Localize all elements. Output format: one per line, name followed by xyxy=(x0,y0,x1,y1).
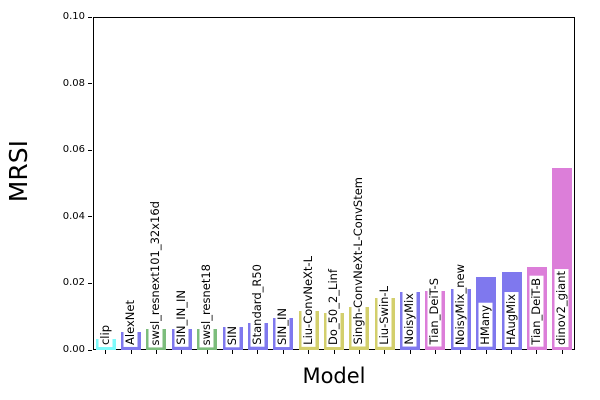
x-tick-mark xyxy=(358,350,360,354)
x-tick-mark xyxy=(257,350,259,354)
x-tick-mark xyxy=(282,350,284,354)
bar-label-Singh-ConvNeXt-L-ConvStem: Singh-ConvNeXt-L-ConvStem xyxy=(351,175,366,347)
y-tick-label: 0.04 xyxy=(62,210,85,222)
x-tick-mark xyxy=(460,350,462,354)
bar-label-Tian_DeiT-S: Tian_DeiT-S xyxy=(427,276,442,347)
y-tick-label: 0.02 xyxy=(62,277,85,289)
x-axis-title: Model xyxy=(302,364,366,388)
x-tick-mark xyxy=(333,350,335,354)
bar-label-swsl_resnext101_32x16d: swsl_resnext101_32x16d xyxy=(148,199,163,348)
bar-label-SIN_IN_IN: SIN_IN_IN xyxy=(173,288,189,347)
y-tick-label: 0.00 xyxy=(62,344,85,355)
bar-label-clip: clip xyxy=(97,323,113,348)
bar-label-AlexNet: AlexNet xyxy=(123,298,138,347)
bar-label-Do_50_2_Linf: Do_50_2_Linf xyxy=(326,267,341,348)
y-tick-label: 0.10 xyxy=(62,11,85,22)
x-tick-mark xyxy=(511,350,513,354)
x-tick-mark xyxy=(155,350,157,354)
x-tick-mark xyxy=(384,350,386,354)
y-tick-mark xyxy=(88,16,92,18)
x-tick-mark xyxy=(536,350,538,354)
x-tick-mark xyxy=(232,350,234,354)
y-axis-title: MRSI xyxy=(4,140,33,203)
x-tick-mark xyxy=(561,350,563,354)
y-tick-mark xyxy=(88,149,92,151)
x-tick-mark xyxy=(434,350,436,354)
bar-label-swsl_resnet18: swsl_resnet18 xyxy=(199,262,214,348)
y-tick-mark xyxy=(88,216,92,218)
x-tick-mark xyxy=(105,350,107,354)
x-tick-mark xyxy=(206,350,208,354)
bar-label-NoisyMix_new: NoisyMix_new xyxy=(452,262,468,348)
bar-label-SIN_IN: SIN_IN xyxy=(275,306,290,348)
bar-label-SIN: SIN xyxy=(224,324,240,348)
bar-label-Standard_R50: Standard_R50 xyxy=(249,262,265,347)
y-tick-mark xyxy=(88,349,92,351)
bar-label-Liu-Swin-L: Liu-Swin-L xyxy=(376,284,392,347)
x-tick-mark xyxy=(130,350,132,354)
y-tick-mark xyxy=(88,282,92,284)
y-tick-mark xyxy=(88,83,92,85)
bar-label-Liu-ConvNeXt-L: Liu-ConvNeXt-L xyxy=(300,254,316,347)
x-tick-mark xyxy=(409,350,411,354)
y-tick-label: 0.06 xyxy=(62,144,85,156)
bar-label-HAugMix: HAugMix xyxy=(503,292,519,348)
x-tick-mark xyxy=(485,350,487,354)
bar-label-dinov2_giant: dinov2_giant xyxy=(554,269,569,348)
y-tick-label: 0.08 xyxy=(62,77,85,89)
bar-label-HMany: HMany xyxy=(478,303,493,347)
bar-label-Tian_DeiT-B: Tian_DeiT-B xyxy=(528,276,544,347)
x-tick-mark xyxy=(181,350,183,354)
bar-label-NoisyMix: NoisyMix xyxy=(402,291,417,347)
x-tick-mark xyxy=(308,350,310,354)
